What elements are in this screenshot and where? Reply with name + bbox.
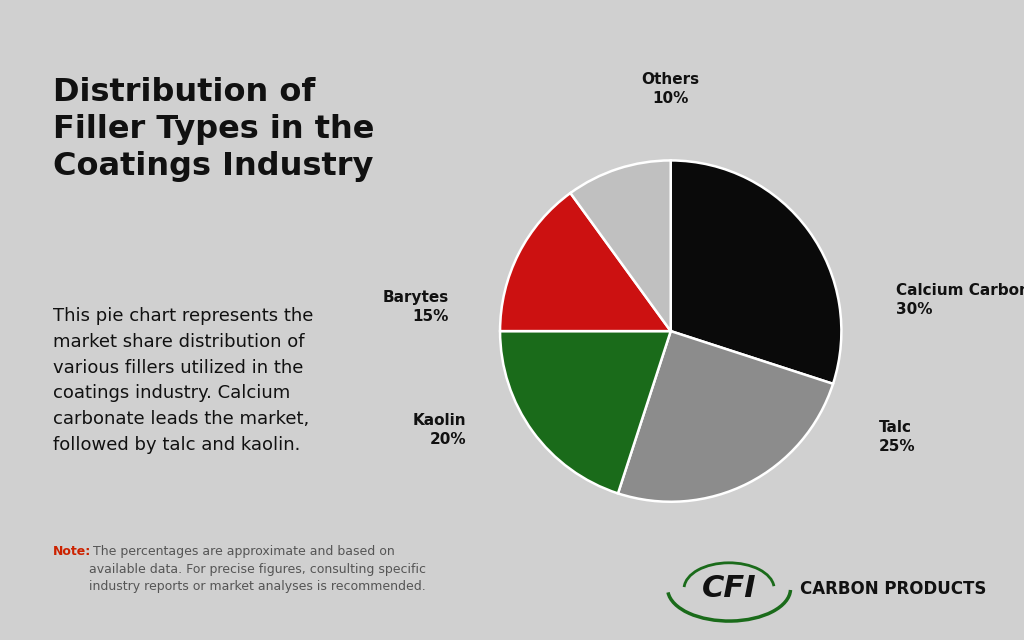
Wedge shape bbox=[617, 331, 834, 502]
Text: Barytes
15%: Barytes 15% bbox=[383, 290, 449, 324]
Text: CFI: CFI bbox=[701, 574, 757, 604]
Wedge shape bbox=[671, 161, 842, 384]
Text: This pie chart represents the
market share distribution of
various fillers utili: This pie chart represents the market sha… bbox=[53, 307, 313, 454]
Text: CARBON PRODUCTS: CARBON PRODUCTS bbox=[800, 580, 986, 598]
Text: The percentages are approximate and based on
available data. For precise figures: The percentages are approximate and base… bbox=[88, 545, 426, 593]
Text: Distribution of
Filler Types in the
Coatings Industry: Distribution of Filler Types in the Coat… bbox=[53, 77, 375, 182]
Text: Note:: Note: bbox=[53, 545, 91, 558]
Text: Calcium Carbonate
30%: Calcium Carbonate 30% bbox=[896, 284, 1024, 317]
Wedge shape bbox=[500, 331, 671, 493]
Text: Others
10%: Others 10% bbox=[642, 72, 699, 106]
Wedge shape bbox=[570, 161, 671, 331]
Text: Talc
25%: Talc 25% bbox=[879, 420, 915, 454]
Wedge shape bbox=[500, 193, 671, 331]
Text: Kaolin
20%: Kaolin 20% bbox=[413, 413, 466, 447]
